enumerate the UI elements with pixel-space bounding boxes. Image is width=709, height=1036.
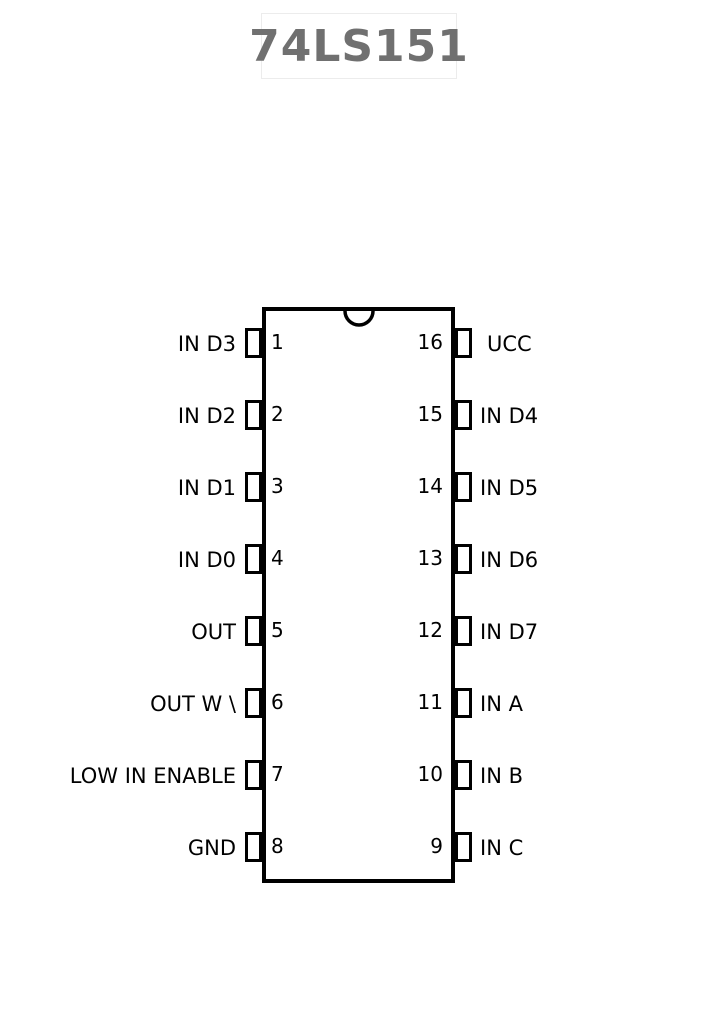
pin-number: 2 (271, 402, 284, 426)
chip-body (262, 307, 455, 883)
pin-label: GND (187, 836, 236, 860)
pin-number: 6 (271, 690, 284, 714)
pin-number: 9 (430, 834, 443, 858)
pin-number: 11 (417, 690, 443, 714)
pin-number: 12 (417, 618, 443, 642)
pin-label: IN D4 (480, 404, 539, 428)
orientation-notch-icon (343, 310, 375, 327)
pin-number: 1 (271, 330, 284, 354)
pin-1 (245, 328, 262, 358)
pin-label: UCC (487, 332, 532, 356)
title-box: 74LS151 (249, 13, 468, 79)
pin-15 (455, 400, 472, 430)
pin-label: OUT W \ (150, 692, 236, 716)
pin-label: OUT (191, 620, 236, 644)
pin-6 (245, 688, 262, 718)
pin-label: IN D7 (480, 620, 539, 644)
pin-10 (455, 760, 472, 790)
pin-14 (455, 472, 472, 502)
pin-5 (245, 616, 262, 646)
pin-label: IN D5 (480, 476, 539, 500)
pin-label: IN C (480, 836, 524, 860)
pin-12 (455, 616, 472, 646)
pin-9 (455, 832, 472, 862)
pin-label: IN D3 (177, 332, 236, 356)
pin-number: 14 (417, 474, 443, 498)
pin-label: IN D0 (177, 548, 236, 572)
pin-3 (245, 472, 262, 502)
pin-number: 7 (271, 762, 284, 786)
pin-number: 3 (271, 474, 284, 498)
pin-label: IN A (480, 692, 523, 716)
pin-11 (455, 688, 472, 718)
pin-number: 5 (271, 618, 284, 642)
pin-7 (245, 760, 262, 790)
pin-label: IN D1 (177, 476, 236, 500)
pin-label: IN D2 (177, 404, 236, 428)
pin-8 (245, 832, 262, 862)
pin-13 (455, 544, 472, 574)
pin-4 (245, 544, 262, 574)
pin-label: IN B (480, 764, 523, 788)
pin-number: 15 (417, 402, 443, 426)
pin-2 (245, 400, 262, 430)
pin-number: 4 (271, 546, 284, 570)
pin-label: IN D6 (480, 548, 539, 572)
pin-number: 16 (417, 330, 443, 354)
pin-16 (455, 328, 472, 358)
pin-number: 8 (271, 834, 284, 858)
pin-number: 13 (417, 546, 443, 570)
pin-number: 10 (417, 762, 443, 786)
pin-label: LOW IN ENABLE (69, 764, 236, 788)
chip-title: 74LS151 (249, 20, 469, 72)
